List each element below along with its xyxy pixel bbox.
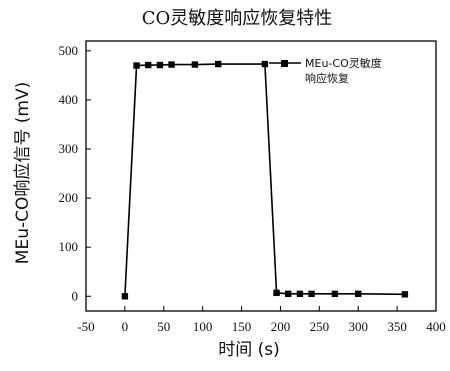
- x-ticks: -50 0 50 100 150 200 250 300 350 400: [77, 306, 446, 334]
- y-tick-label: 0: [72, 288, 79, 303]
- x-tick-label: 150: [232, 319, 252, 334]
- x-tick-label: 300: [348, 319, 368, 334]
- series-points: [121, 60, 409, 300]
- x-axis-label: 时间 (s): [218, 340, 280, 360]
- x-tick-label: 250: [310, 319, 330, 334]
- chart-title: CO灵敏度响应恢复特性: [142, 8, 333, 29]
- series-point: [215, 60, 222, 68]
- x-tick-label: -50: [77, 319, 94, 334]
- series-point: [168, 61, 175, 68]
- series-point: [285, 290, 292, 298]
- y-tick-label: 500: [59, 43, 79, 58]
- series-point: [261, 60, 269, 68]
- series-point: [273, 289, 280, 297]
- series-point: [401, 291, 409, 298]
- legend-label-line-1: MEu-CO灵敏度: [305, 56, 382, 70]
- y-tick-label: 200: [59, 190, 79, 205]
- series-layer: [121, 60, 409, 300]
- x-tick-label: 350: [387, 319, 407, 334]
- series-point: [145, 61, 152, 69]
- y-tick-label: 100: [59, 239, 79, 254]
- x-tick-label: 200: [271, 319, 291, 334]
- y-axis-label: MEu-CO响应信号 (mV): [13, 82, 33, 264]
- x-tick-label: 50: [157, 319, 170, 334]
- series-point: [331, 290, 339, 298]
- series-point: [156, 61, 164, 69]
- series-point: [191, 61, 199, 68]
- y-tick-label: 400: [59, 92, 79, 107]
- series-point: [133, 62, 140, 69]
- series-point: [308, 290, 315, 298]
- legend: MEu-CO灵敏度 响应恢复: [269, 56, 382, 85]
- x-tick-label: 100: [193, 319, 213, 334]
- y-ticks: 0 100 200 300 400 500: [59, 43, 91, 303]
- series-point: [355, 290, 362, 298]
- y-tick-label: 300: [59, 141, 79, 156]
- series-line: [124, 63, 405, 297]
- x-tick-label: 0: [122, 319, 129, 334]
- legend-marker: [281, 60, 288, 67]
- plot-frame: [85, 40, 437, 312]
- legend-label-line-2: 响应恢复: [305, 71, 349, 85]
- series-point: [296, 290, 304, 298]
- series-point: [121, 293, 129, 300]
- x-tick-label: 400: [426, 319, 446, 334]
